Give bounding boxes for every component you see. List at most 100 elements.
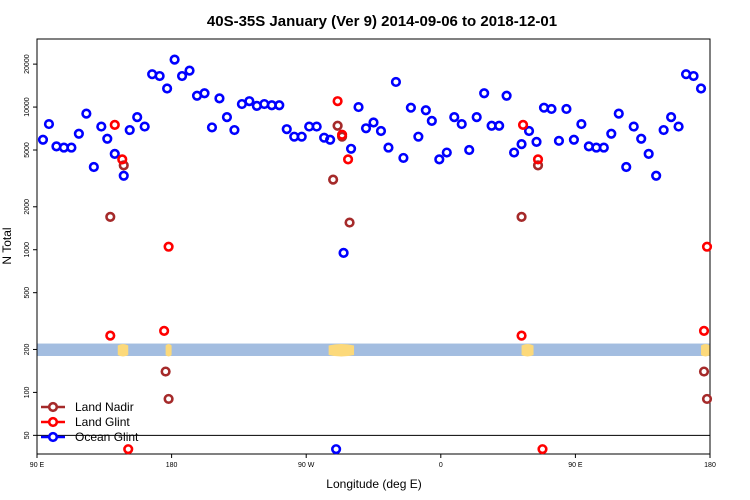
legend-marker: [47, 431, 59, 443]
data-point: [464, 144, 475, 156]
series-land-glint: [105, 96, 713, 455]
y-tick-label: 50: [24, 431, 31, 439]
data-point: [162, 83, 173, 94]
data-point: [698, 325, 710, 336]
data-point: [576, 118, 587, 130]
data-point: [546, 103, 557, 115]
data-point: [658, 124, 669, 136]
data-point: [360, 123, 372, 134]
x-tick-label: 90 W: [298, 462, 315, 469]
data-point: [383, 142, 394, 153]
data-point: [568, 134, 580, 145]
data-point: [553, 135, 565, 146]
data-point: [501, 90, 512, 101]
data-point: [456, 118, 467, 130]
data-point: [441, 147, 452, 158]
data-point: [598, 142, 609, 153]
data-point: [169, 54, 180, 65]
series-land-nadir: [105, 120, 713, 405]
data-point: [516, 139, 527, 150]
data-point: [494, 120, 505, 131]
data-point: [701, 241, 713, 252]
data-point: [117, 154, 128, 165]
data-point: [325, 134, 336, 145]
data-point: [628, 121, 639, 132]
data-point: [328, 174, 339, 185]
data-point: [139, 121, 150, 132]
data-point: [123, 444, 134, 455]
data-point: [105, 330, 116, 341]
data-point: [420, 105, 431, 116]
data-point: [37, 134, 49, 145]
chart-title: 40S-35S January (Ver 9) 2014-09-06 to 20…: [207, 13, 557, 30]
data-point: [531, 136, 542, 147]
data-point: [296, 131, 307, 142]
y-tick-label: 2000: [24, 199, 31, 215]
data-point: [244, 96, 255, 107]
data-point: [338, 247, 349, 259]
y-tick-label: 10000: [24, 97, 31, 117]
data-point: [516, 211, 527, 222]
data-point: [532, 154, 544, 165]
data-point: [118, 170, 129, 181]
x-tick-label: 180: [166, 462, 178, 469]
plot-frame: [36, 38, 711, 455]
data-point: [368, 117, 379, 128]
data-point: [537, 444, 548, 455]
data-point: [698, 366, 710, 377]
data-point: [163, 241, 174, 252]
x-tick-label: 0: [439, 462, 443, 469]
data-point: [124, 124, 135, 136]
x-axis: 90 E 180 90 W 0 90 E 180: [30, 454, 716, 469]
data-point: [132, 112, 143, 123]
data-point: [160, 366, 171, 377]
data-point: [508, 147, 520, 158]
data-point: [673, 121, 684, 132]
y-tick-label: 100: [24, 386, 31, 398]
data-point: [159, 325, 170, 336]
data-point: [102, 133, 113, 144]
data-point: [332, 96, 343, 107]
data-point: [331, 444, 342, 455]
data-point: [105, 211, 116, 222]
y-tick-label: 20000: [24, 54, 31, 74]
series-ocean-glint: [37, 54, 707, 455]
land-patch: [521, 344, 534, 357]
data-point: [516, 330, 527, 341]
land-band-layer: [37, 343, 710, 356]
legend-label: Land Glint: [75, 415, 130, 429]
data-point: [342, 154, 354, 165]
data-point: [336, 129, 348, 140]
data-point: [636, 133, 647, 144]
data-point: [154, 70, 165, 82]
data-point: [109, 148, 120, 159]
legend-label: Land Nadir: [75, 400, 134, 414]
data-point: [332, 120, 343, 131]
land-patch: [117, 344, 129, 357]
y-tick-label: 1000: [24, 242, 31, 258]
x-axis-label: Longitude (deg E): [326, 477, 421, 491]
y-axis: 50 100 200 500 1000 2000 5000 10000 20000: [24, 54, 37, 439]
data-point: [43, 118, 55, 130]
data-point: [176, 70, 188, 82]
y-tick-label: 5000: [24, 142, 31, 158]
data-point: [66, 142, 77, 153]
data-point: [561, 103, 572, 115]
y-tick-label: 200: [24, 344, 31, 356]
data-point: [695, 83, 707, 94]
data-point: [532, 160, 544, 171]
land-patch: [701, 344, 710, 357]
data-point: [651, 170, 662, 181]
data-point: [311, 121, 322, 132]
data-point: [701, 393, 713, 405]
land-patch: [165, 344, 172, 357]
data-point: [353, 101, 364, 113]
data-point: [206, 122, 218, 133]
data-points: [37, 54, 713, 455]
data-point: [281, 124, 292, 135]
data-point: [96, 121, 107, 132]
data-point: [523, 125, 535, 137]
legend-marker: [47, 401, 59, 413]
